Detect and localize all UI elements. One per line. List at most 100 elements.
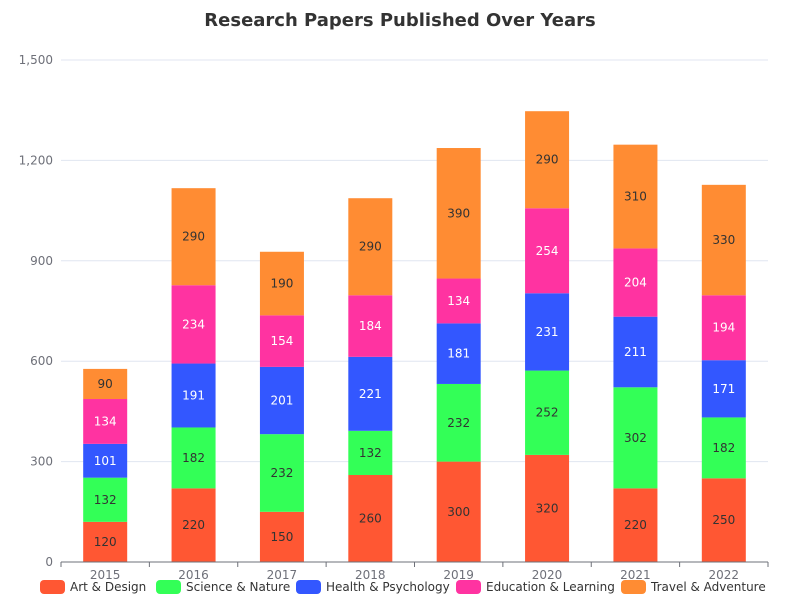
legend-item[interactable]: Art & Design: [40, 577, 146, 597]
legend-item[interactable]: Education & Learning: [456, 577, 615, 597]
y-tick-label: 0: [45, 555, 53, 569]
bar-segment: [171, 188, 216, 286]
data-label: 120: [94, 535, 117, 549]
data-label: 390: [447, 206, 470, 220]
legend-label: Health & Psychology: [326, 580, 450, 594]
legend-label: Education & Learning: [486, 580, 615, 594]
legend-item[interactable]: Science & Nature: [156, 577, 290, 597]
data-label: 221: [359, 387, 382, 401]
data-label: 132: [94, 493, 117, 507]
data-label: 134: [94, 414, 117, 428]
bar-segment: [436, 461, 481, 562]
bar-segment: [613, 144, 658, 249]
data-label: 252: [536, 406, 559, 420]
bar-segment: [259, 251, 304, 316]
legend-label: Travel & Adventure: [651, 580, 766, 594]
chart-legend: Art & Design Science & Nature Health & Psy…: [0, 577, 800, 597]
data-label: 231: [536, 325, 559, 339]
legend-item[interactable]: Health & Psychology: [296, 577, 450, 597]
legend-swatch: [156, 580, 181, 594]
data-label: 190: [270, 277, 293, 291]
data-label: 290: [359, 240, 382, 254]
data-label: 232: [270, 466, 293, 480]
bar-segment: [525, 293, 570, 371]
bar-segment: [259, 434, 304, 512]
bar-segment: [436, 383, 481, 462]
bar-segment: [171, 427, 216, 489]
x-tick-label: 2018: [355, 568, 386, 582]
data-label: 182: [182, 451, 205, 465]
data-label: 300: [447, 505, 470, 519]
legend-label: Science & Nature: [186, 580, 291, 594]
data-label: 101: [94, 454, 117, 468]
data-label: 290: [536, 153, 559, 167]
legend-swatch: [40, 580, 65, 594]
bar-segment: [701, 360, 746, 418]
data-label: 154: [270, 334, 293, 348]
bar-segment: [436, 278, 481, 324]
x-tick-label: 2021: [620, 568, 651, 582]
bar-segment: [83, 443, 128, 478]
data-label: 184: [359, 319, 382, 333]
bar-segment: [701, 184, 746, 296]
bar-segment: [613, 316, 658, 388]
x-tick-label: 2016: [178, 568, 209, 582]
bar-segment: [701, 478, 746, 562]
bar-segment: [348, 198, 393, 296]
data-label: 132: [359, 446, 382, 460]
bar-segment: [83, 521, 128, 562]
bars: 120 132 101 134 90 220 182 191 234 290 150 232 201 15…: [83, 111, 746, 562]
bar-segment: [171, 488, 216, 562]
data-label: 204: [624, 276, 647, 290]
data-label: 191: [182, 389, 205, 403]
bar-segment: [348, 430, 393, 475]
bar-segment: [259, 315, 304, 367]
bar-segment: [171, 285, 216, 364]
data-label: 250: [712, 513, 735, 527]
bar-segment: [259, 511, 304, 562]
x-tick-label: 2020: [532, 568, 563, 582]
bar-segment: [348, 295, 393, 357]
data-label: 234: [182, 317, 205, 331]
data-label: 310: [624, 190, 647, 204]
bar-segment: [83, 399, 128, 444]
bar-segment: [83, 477, 128, 522]
bar-segment: [525, 454, 570, 562]
legend-item[interactable]: Travel & Adventure: [621, 577, 766, 597]
data-label: 201: [270, 394, 293, 408]
bar-segment: [83, 368, 128, 400]
data-label: 150: [270, 530, 293, 544]
chart-title: Research Papers Published Over Years: [204, 10, 596, 31]
y-tick-label: 900: [30, 254, 53, 268]
y-tick-label: 600: [30, 354, 53, 368]
bar-segment: [348, 474, 393, 562]
data-label: 260: [359, 511, 382, 525]
y-tick-label: 1,200: [19, 153, 53, 167]
x-tick-label: 2019: [443, 568, 474, 582]
bar-segment: [613, 387, 658, 489]
data-label: 171: [712, 382, 735, 396]
data-label: 211: [624, 345, 647, 359]
bar-segment: [525, 208, 570, 294]
data-label: 254: [536, 244, 559, 258]
bar-segment: [436, 323, 481, 384]
bar-segment: [613, 248, 658, 317]
grid-lines: [61, 59, 768, 463]
data-label: 232: [447, 416, 470, 430]
legend-swatch: [456, 580, 481, 594]
legend-swatch: [296, 580, 321, 594]
bar-segment: [525, 111, 570, 209]
data-label: 181: [447, 347, 470, 361]
x-tick-label: 2015: [90, 568, 121, 582]
legend-label: Art & Design: [70, 580, 147, 594]
y-tick-label: 300: [30, 455, 53, 469]
bar-segment: [436, 148, 481, 279]
bar-segment: [701, 295, 746, 361]
bar-segment: [701, 417, 746, 479]
bar-segment: [348, 356, 393, 431]
data-label: 320: [536, 501, 559, 515]
data-label: 290: [182, 230, 205, 244]
bar-segment: [171, 363, 216, 428]
